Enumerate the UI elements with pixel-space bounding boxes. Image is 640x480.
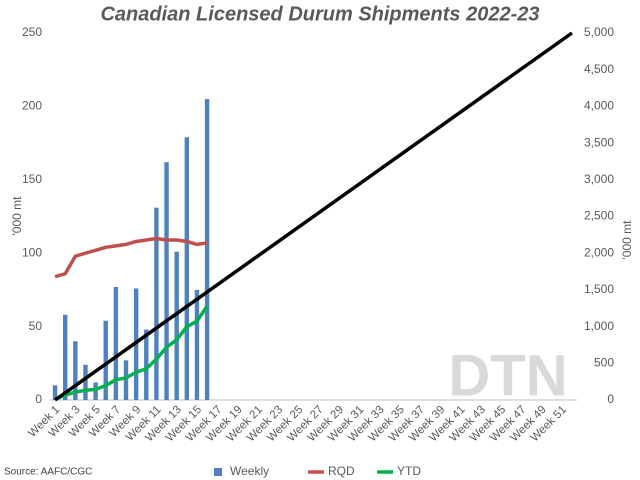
bar — [73, 341, 78, 400]
source: Source: AAFC/CGC — [4, 467, 92, 478]
bar — [113, 286, 119, 400]
y2-tick-label: 4,000 — [584, 99, 614, 113]
legend-label: Weekly — [230, 464, 269, 478]
y-tick-label: 150 — [22, 172, 42, 186]
bar — [184, 137, 190, 400]
chart-title: Canadian Licensed Durum Shipments 2022-2… — [100, 3, 539, 25]
y-tick-label: 0 — [35, 392, 42, 406]
bar — [154, 207, 159, 400]
legend-label: YTD — [397, 464, 421, 478]
y2-tick-label: 5,000 — [584, 25, 614, 39]
bar — [123, 360, 129, 400]
bar — [103, 320, 108, 400]
legend-label: RQD — [328, 464, 355, 478]
bar — [164, 162, 169, 400]
y2-tick-label: 3,000 — [584, 172, 614, 186]
bar — [93, 382, 98, 400]
legend-swatch — [214, 468, 222, 476]
watermark: DTN — [448, 343, 567, 408]
y-tick-label: 200 — [22, 99, 42, 113]
y2-tick-label: 2,000 — [584, 245, 614, 259]
y2-tick-label: 0 — [607, 392, 614, 406]
trend-line — [54, 31, 573, 402]
y2-tick-label: 3,500 — [584, 135, 614, 149]
bar — [63, 314, 68, 400]
y2-axis-label: '000 mt — [620, 220, 634, 260]
y2-tick-label: 2,500 — [584, 209, 614, 223]
line-series — [54, 236, 208, 279]
bar — [194, 289, 200, 400]
y2-tick-label: 500 — [594, 355, 614, 369]
bar — [144, 329, 149, 400]
line-series — [54, 305, 209, 401]
y2-tick-label: 1,000 — [584, 319, 614, 333]
y-tick-label: 100 — [22, 245, 42, 259]
bar — [52, 385, 58, 400]
y-axis-label: '000 mt — [10, 196, 24, 236]
y2-tick-label: 4,500 — [584, 62, 614, 76]
y-tick-label: 250 — [22, 25, 42, 39]
y-tick-label: 50 — [29, 319, 43, 333]
y2-tick-label: 1,500 — [584, 282, 614, 296]
bar — [204, 99, 210, 400]
bar — [83, 364, 88, 400]
bar — [174, 251, 179, 400]
